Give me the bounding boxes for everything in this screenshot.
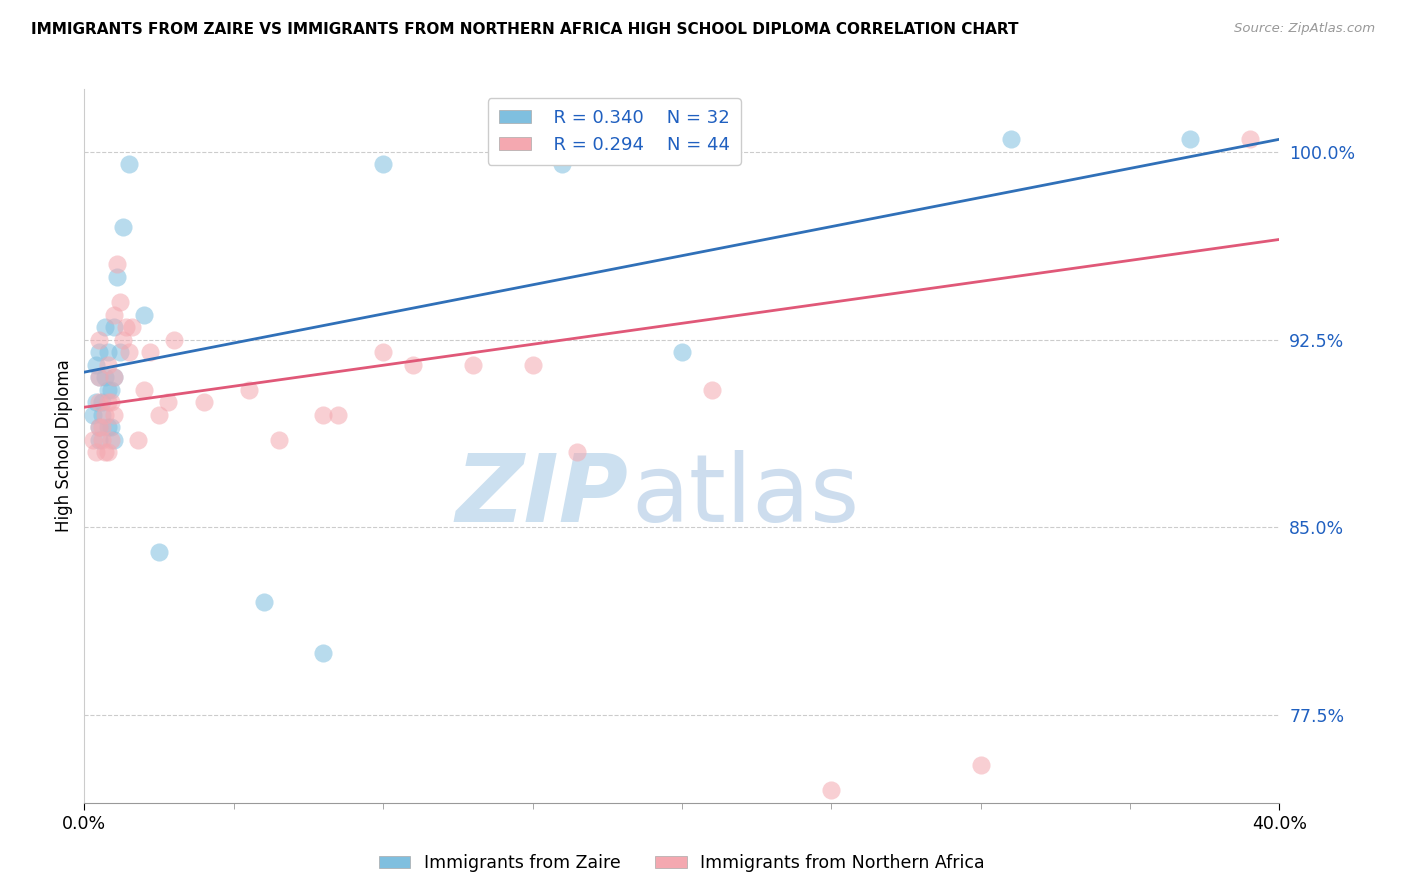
- Point: [970, 758, 993, 772]
- Point: [148, 408, 170, 422]
- Point: [267, 433, 290, 447]
- Point: [86, 358, 108, 372]
- Point: [91, 420, 114, 434]
- Point: [1000, 132, 1022, 146]
- Point: [86, 395, 108, 409]
- Point: [312, 408, 335, 422]
- Point: [671, 345, 693, 359]
- Point: [328, 408, 350, 422]
- Point: [91, 395, 114, 409]
- Point: [89, 420, 111, 434]
- Point: [373, 157, 395, 171]
- Point: [1239, 132, 1261, 146]
- Point: [238, 383, 260, 397]
- Point: [127, 433, 149, 447]
- Point: [94, 408, 117, 422]
- Legend: Immigrants from Zaire, Immigrants from Northern Africa: Immigrants from Zaire, Immigrants from N…: [371, 847, 993, 879]
- Text: ZIP: ZIP: [456, 450, 628, 542]
- Point: [139, 345, 162, 359]
- Point: [112, 333, 135, 347]
- Text: Source: ZipAtlas.com: Source: ZipAtlas.com: [1234, 22, 1375, 36]
- Text: IMMIGRANTS FROM ZAIRE VS IMMIGRANTS FROM NORTHERN AFRICA HIGH SCHOOL DIPLOMA COR: IMMIGRANTS FROM ZAIRE VS IMMIGRANTS FROM…: [31, 22, 1018, 37]
- Point: [118, 157, 141, 171]
- Point: [89, 395, 111, 409]
- Point: [373, 345, 395, 359]
- Point: [89, 345, 111, 359]
- Point: [461, 358, 484, 372]
- Point: [820, 783, 842, 797]
- Point: [103, 433, 125, 447]
- Point: [94, 370, 117, 384]
- Point: [103, 320, 125, 334]
- Point: [97, 445, 120, 459]
- Point: [402, 358, 425, 372]
- Point: [253, 595, 276, 609]
- Point: [522, 358, 544, 372]
- Point: [89, 433, 111, 447]
- Point: [100, 420, 122, 434]
- Point: [100, 395, 122, 409]
- Point: [97, 420, 120, 434]
- Point: [86, 445, 108, 459]
- Point: [551, 157, 574, 171]
- Point: [89, 370, 111, 384]
- Point: [89, 420, 111, 434]
- Point: [132, 383, 156, 397]
- Point: [157, 395, 180, 409]
- Point: [105, 257, 128, 271]
- Point: [110, 295, 132, 310]
- Point: [105, 270, 128, 285]
- Point: [100, 433, 122, 447]
- Point: [103, 370, 125, 384]
- Point: [103, 408, 125, 422]
- Point: [193, 395, 215, 409]
- Y-axis label: High School Diploma: High School Diploma: [55, 359, 73, 533]
- Text: atlas: atlas: [631, 450, 860, 542]
- Point: [100, 383, 122, 397]
- Point: [700, 383, 723, 397]
- Point: [567, 445, 589, 459]
- Point: [97, 395, 120, 409]
- Point: [94, 445, 117, 459]
- Point: [115, 320, 138, 334]
- Point: [91, 408, 114, 422]
- Point: [82, 433, 104, 447]
- Point: [1178, 132, 1201, 146]
- Point: [89, 370, 111, 384]
- Point: [112, 219, 135, 234]
- Point: [148, 545, 170, 559]
- Point: [110, 345, 132, 359]
- Point: [89, 333, 111, 347]
- Point: [132, 308, 156, 322]
- Point: [97, 345, 120, 359]
- Point: [97, 358, 120, 372]
- Point: [97, 383, 120, 397]
- Point: [94, 320, 117, 334]
- Point: [163, 333, 186, 347]
- Point: [103, 308, 125, 322]
- Point: [121, 320, 143, 334]
- Point: [118, 345, 141, 359]
- Point: [91, 433, 114, 447]
- Point: [82, 408, 104, 422]
- Point: [312, 646, 335, 660]
- Point: [103, 370, 125, 384]
